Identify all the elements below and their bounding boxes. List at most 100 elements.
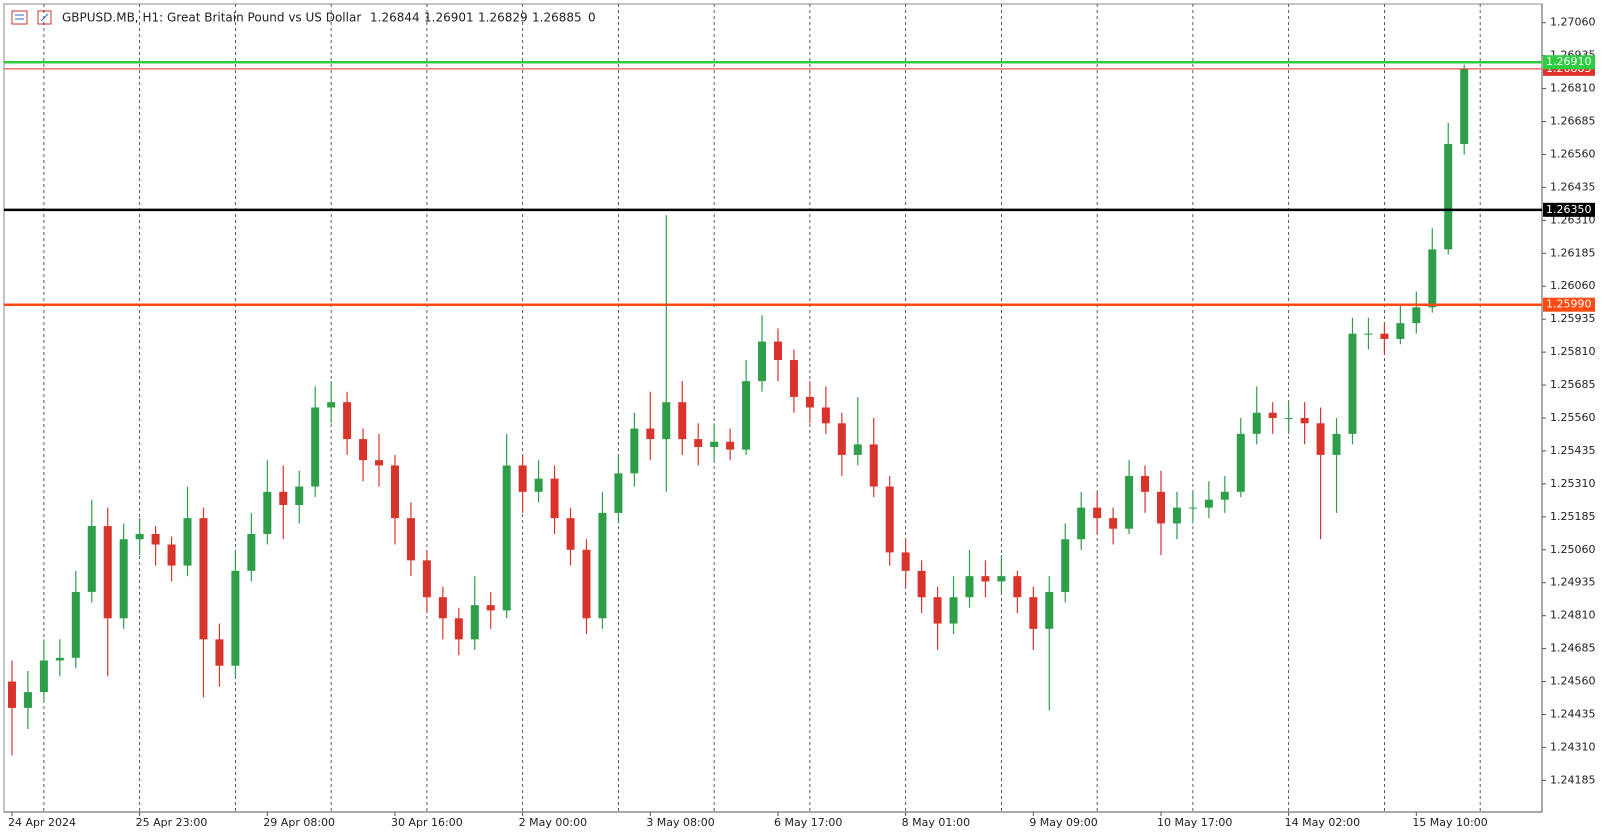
candle-body <box>534 478 543 492</box>
candle-body <box>1013 576 1022 598</box>
y-tick-label: 1.26810 <box>1550 82 1596 95</box>
y-tick-label: 1.26060 <box>1550 279 1596 292</box>
candle-body <box>821 407 830 424</box>
candle-body <box>773 341 782 361</box>
level-label-box <box>1543 202 1595 217</box>
candle-body <box>630 428 639 474</box>
y-tick-label: 1.26435 <box>1550 180 1596 193</box>
candle-body <box>1077 507 1086 540</box>
candle-body <box>646 428 655 440</box>
icon <box>40 13 49 22</box>
candle-body <box>965 576 974 598</box>
candle-body <box>215 639 224 666</box>
candle-body <box>231 570 240 666</box>
candle-body <box>901 552 910 571</box>
candle-body <box>55 657 64 661</box>
candle-body <box>1348 333 1357 434</box>
candle-body <box>1029 597 1038 629</box>
x-tick-label: 15 May 10:00 <box>1412 816 1487 829</box>
level-label: 1.25990 <box>1546 298 1592 311</box>
description: Great Britain Pound vs US Dollar <box>167 11 361 25</box>
candle-body <box>71 591 80 658</box>
candle-body <box>582 549 591 619</box>
candle-body <box>1188 507 1197 509</box>
header-icons <box>11 10 52 25</box>
ohlc-value: 1.26829 <box>478 11 528 25</box>
candle-body <box>1156 491 1165 524</box>
candle-body <box>23 692 32 708</box>
candle-body <box>869 444 878 487</box>
candle-body <box>1444 143 1453 250</box>
candle-body <box>279 491 288 505</box>
x-tick-label: 3 May 08:00 <box>646 816 714 829</box>
y-tick-label: 1.25685 <box>1550 378 1596 391</box>
candle-body <box>39 660 48 693</box>
candle-body <box>694 439 703 448</box>
candle-body <box>1428 249 1437 308</box>
candle-body <box>614 473 623 513</box>
candle-body <box>566 518 575 550</box>
y-tick-label: 1.24685 <box>1550 642 1596 655</box>
x-tick-label: 9 May 09:00 <box>1029 816 1097 829</box>
candle-body <box>470 605 479 640</box>
level-label-box <box>1543 297 1595 312</box>
candle-body <box>119 539 128 619</box>
candle-body <box>1380 333 1389 339</box>
candle-body <box>1396 323 1405 339</box>
candle-body <box>167 544 176 566</box>
candle-body <box>7 681 16 708</box>
candle-body <box>1141 475 1150 492</box>
candle-body <box>343 402 352 440</box>
candle-body <box>87 526 96 592</box>
x-tick-label: 10 May 17:00 <box>1157 816 1232 829</box>
candle-body <box>1045 591 1054 629</box>
candle-body <box>502 465 511 611</box>
y-tick-label: 1.24810 <box>1550 609 1596 622</box>
candle-body <box>438 597 447 619</box>
x-tick-label: 14 May 02:00 <box>1285 816 1360 829</box>
candle-body <box>375 460 384 466</box>
candle-body <box>295 486 304 505</box>
candle-body <box>678 402 687 440</box>
volume: 0 <box>588 11 596 25</box>
y-tick-label: 1.25435 <box>1550 444 1596 457</box>
candle-body <box>598 512 607 619</box>
candle-body <box>662 402 671 440</box>
candle-body <box>454 618 463 640</box>
candle-body <box>949 597 958 624</box>
candle-body <box>1316 423 1325 455</box>
level-label: 1.26910 <box>1546 55 1592 68</box>
candle-body <box>1204 499 1213 508</box>
candle-body <box>406 518 415 561</box>
x-tick-label: 8 May 01:00 <box>902 816 970 829</box>
y-tick-label: 1.27060 <box>1550 16 1596 29</box>
candle-body <box>1460 68 1469 144</box>
candle-body <box>1364 333 1373 335</box>
plot-frame <box>3 3 1543 813</box>
candle-body <box>422 560 431 598</box>
level-label-box <box>1543 55 1595 70</box>
candle-body <box>359 439 368 461</box>
candle-body <box>885 486 894 553</box>
candle-body <box>263 491 272 534</box>
y-tick-label: 1.25185 <box>1550 510 1596 523</box>
candle-body <box>1268 412 1277 419</box>
candle-body <box>327 402 336 408</box>
y-tick-label: 1.25310 <box>1550 477 1596 490</box>
candle-body <box>183 518 192 566</box>
candle-body <box>1300 418 1309 424</box>
candle-body <box>135 533 144 540</box>
candle-body <box>917 570 926 598</box>
candle-body <box>199 518 208 640</box>
candle-body <box>486 605 495 611</box>
y-tick-label: 1.25935 <box>1550 312 1596 325</box>
candle-body <box>550 478 559 519</box>
candle-body <box>981 576 990 582</box>
candle-body <box>997 576 1006 582</box>
x-tick-label: 24 Apr 2024 <box>8 816 76 829</box>
candle-body <box>1109 518 1118 529</box>
y-tick-label: 1.24310 <box>1550 740 1596 753</box>
level-label: 1.26350 <box>1546 203 1592 216</box>
